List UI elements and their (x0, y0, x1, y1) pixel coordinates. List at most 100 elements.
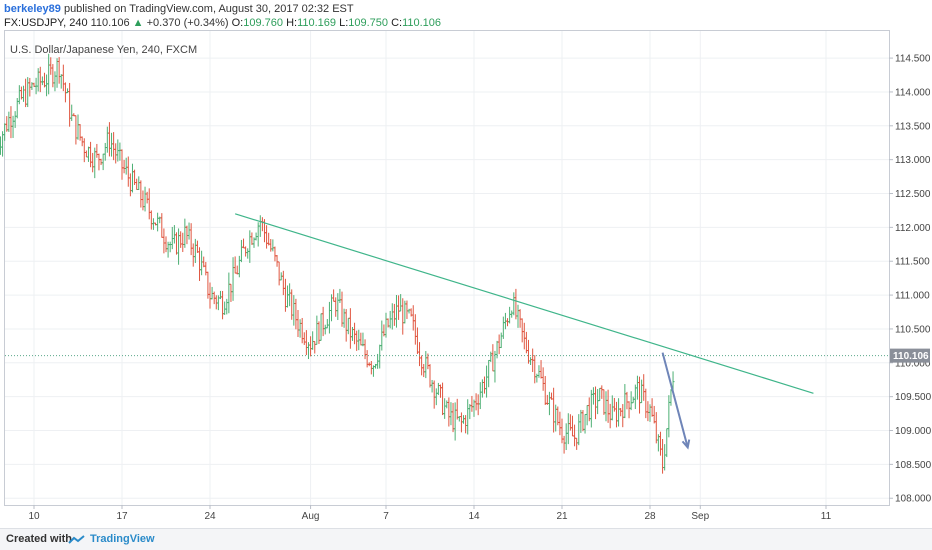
price-bar (570, 415, 574, 437)
price-bar (277, 261, 281, 286)
price-bar (55, 58, 59, 88)
price-bar (424, 351, 428, 379)
price-bar (640, 379, 644, 404)
price-bar (258, 215, 262, 237)
price-bar (466, 399, 470, 435)
price-bar (296, 309, 300, 337)
price-bar (59, 74, 63, 89)
price-bar (112, 132, 116, 161)
price-bar (53, 71, 57, 92)
price-bar (346, 317, 350, 335)
price-bar (631, 396, 635, 404)
price-bar (514, 288, 518, 320)
price-bar (110, 132, 114, 157)
price-bar (516, 304, 520, 328)
price-bar (294, 298, 298, 330)
price-bar (462, 415, 466, 424)
price-bar (510, 310, 514, 318)
price-bar (619, 408, 623, 417)
price-bar (552, 387, 556, 433)
price-bar (76, 114, 80, 140)
price-bar (49, 57, 53, 75)
price-bar (315, 315, 319, 345)
price-bar (9, 106, 13, 139)
price-bar (594, 386, 598, 420)
tradingview-brand[interactable]: TradingView (90, 533, 155, 545)
price-bar (612, 397, 616, 412)
price-bar (522, 322, 526, 350)
price-bar (183, 218, 187, 248)
price-bar (164, 236, 168, 253)
price-bar (397, 295, 401, 320)
price-bar (237, 255, 241, 278)
price-bar (650, 398, 654, 417)
price-bar (223, 301, 227, 315)
price-bar (378, 344, 382, 369)
price-bar (250, 232, 254, 245)
symbol-label: FX:USDJPY, 240 (4, 17, 88, 29)
price-bar (661, 438, 665, 474)
price-bar (589, 389, 593, 428)
price-bars (0, 53, 675, 474)
price-bar (185, 225, 189, 245)
x-tick-label: 24 (204, 511, 216, 522)
price-bar (575, 437, 579, 450)
price-bar (174, 232, 178, 255)
price-bar (271, 239, 275, 252)
x-tick-label: 11 (821, 511, 832, 522)
price-bar (323, 324, 327, 335)
price-bar (533, 355, 537, 384)
y-tick-label: 113.000 (895, 155, 931, 166)
price-bar (449, 402, 453, 426)
price-bar (459, 412, 463, 433)
price-bar (267, 232, 271, 246)
price-bar (321, 306, 325, 337)
price-bar (468, 404, 472, 420)
open-label: O: (231, 17, 244, 29)
chart-frame[interactable] (4, 30, 890, 506)
price-bar (265, 225, 269, 249)
price-bar (443, 398, 447, 419)
price-bar (392, 303, 396, 326)
price-bar (617, 398, 621, 427)
x-tick-label: 14 (468, 511, 480, 522)
price-bar (581, 410, 585, 432)
price-bar (338, 288, 342, 304)
price-bar (151, 218, 155, 230)
price-bar (24, 78, 28, 108)
price-chart[interactable]: 114.500 114.000 113.500 113.000 112.500 112.0… (0, 0, 932, 528)
price-bar (89, 141, 93, 168)
open-value: 109.760 (243, 17, 283, 29)
close-label: C: (391, 17, 403, 29)
price-bar (239, 239, 243, 263)
price-bar (430, 379, 434, 393)
price-bar (388, 310, 392, 329)
price-bar (187, 222, 191, 240)
price-bar (229, 283, 233, 302)
forecast-arrow-head (681, 439, 691, 450)
low-value: 109.750 (348, 17, 389, 29)
price-bar (342, 308, 346, 328)
price-bar (179, 231, 183, 248)
price-bar (652, 405, 656, 424)
price-axis: 114.500 114.000 113.500 113.000 112.500 112.0… (889, 54, 932, 505)
price-bar (156, 212, 160, 232)
price-bar (233, 256, 237, 274)
time-axis: 10 17 24 Aug 7 14 21 28 Sep 11 (28, 505, 832, 522)
price-bar (57, 57, 61, 84)
price-bar (193, 238, 197, 264)
author-link[interactable]: berkeley89 (4, 3, 61, 15)
price-bar (300, 317, 304, 344)
x-tick-label: 21 (556, 511, 568, 522)
price-bar (451, 402, 455, 433)
high-value: 110.169 (297, 17, 337, 29)
price-bar (61, 64, 65, 92)
price-bar (246, 248, 250, 259)
price-bar (625, 391, 629, 410)
price-bar (147, 188, 151, 220)
price-bar (518, 309, 522, 328)
price-bar (336, 293, 340, 321)
price-bar (547, 391, 551, 416)
price-bar (82, 138, 86, 163)
price-bar (105, 126, 109, 153)
